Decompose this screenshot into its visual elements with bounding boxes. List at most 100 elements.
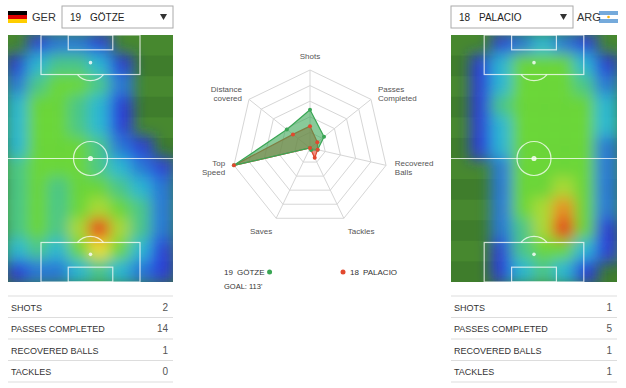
heat-cell <box>451 198 474 223</box>
label-line: Tackles <box>348 227 375 236</box>
player-name: GÖTZE <box>90 12 125 23</box>
radar-category: TopSpeed <box>202 159 226 177</box>
team-code: ARG <box>577 11 601 23</box>
radar-category: Tackles <box>348 227 375 236</box>
goal-box <box>68 267 113 282</box>
player-number: 19 <box>70 12 82 23</box>
radar-point <box>308 146 312 150</box>
legend: 19GÖTZE18PALACIOGOAL: 113' <box>224 268 397 291</box>
radar-point <box>308 108 312 112</box>
penalty-arc <box>521 236 547 242</box>
stat-value: 2 <box>162 302 168 313</box>
stat-value: 14 <box>157 323 169 334</box>
stat-label: TACKLES <box>454 367 494 377</box>
stat-label: RECOVERED BALLS <box>454 346 542 356</box>
legend-name: GÖTZE <box>237 268 265 277</box>
pitch <box>8 35 173 282</box>
table-rule <box>8 317 173 318</box>
label-line: Distance <box>211 85 243 94</box>
stat-value: 1 <box>162 345 168 356</box>
radar-category: PassesCompleted <box>378 85 417 103</box>
flag-sun <box>607 16 610 19</box>
heat-cell <box>574 259 599 282</box>
goal-box <box>512 35 557 50</box>
stat-value: 0 <box>162 366 168 377</box>
stat-value: 5 <box>606 323 612 334</box>
label-line: Shots <box>300 52 320 61</box>
goal-box <box>68 35 113 50</box>
radar-point <box>291 132 295 136</box>
legend-swatch <box>267 270 272 275</box>
radar-spoke <box>310 148 344 218</box>
penalty-arc <box>78 236 104 242</box>
label-line: Balls <box>395 168 412 177</box>
flag-stripe <box>8 15 27 19</box>
player-dropdown[interactable] <box>62 6 173 28</box>
label-line: covered <box>214 94 242 103</box>
heat-cell <box>150 35 173 58</box>
radar-point <box>285 128 289 132</box>
radar-category: Shots <box>300 52 320 61</box>
radar-point <box>315 140 319 144</box>
centre-circle <box>517 142 551 176</box>
stat-label: SHOTS <box>11 303 42 313</box>
player-name: PALACIO <box>479 12 522 23</box>
radar-series <box>232 108 326 168</box>
table-rule <box>451 296 617 297</box>
radar-category: RecoveredBalls <box>395 159 434 177</box>
radar-point <box>308 124 312 128</box>
stat-label: SHOTS <box>454 303 485 313</box>
stat-value: 1 <box>606 366 612 377</box>
heat-cell <box>451 157 474 182</box>
flag-stripe <box>8 19 27 23</box>
penalty-spot <box>532 61 536 65</box>
stat-value: 1 <box>606 345 612 356</box>
radar-point <box>308 146 312 150</box>
radar-point <box>316 148 320 152</box>
pitch <box>451 35 617 282</box>
flag-stripe <box>599 19 618 23</box>
label-line: Completed <box>378 94 417 103</box>
heat-layer <box>451 35 617 282</box>
dropdown-arrow <box>560 14 567 20</box>
stat-value: 1 <box>606 302 612 313</box>
dropdown-arrow <box>160 14 167 20</box>
penalty-box <box>41 242 140 282</box>
label-line: Recovered <box>395 159 434 168</box>
penalty-box <box>484 35 584 75</box>
team-code: GER <box>32 11 56 23</box>
centre-circle <box>74 142 108 176</box>
heat-clip <box>451 35 617 282</box>
radar-grid <box>234 70 386 218</box>
heat-cell <box>451 218 474 243</box>
penalty-arc <box>78 75 104 81</box>
table-rule <box>8 296 173 297</box>
label-line: Speed <box>202 168 225 177</box>
pitch-lines <box>8 35 173 282</box>
penalty-box <box>41 35 140 75</box>
player-dropdown[interactable] <box>451 6 573 28</box>
heat-clip <box>8 35 173 282</box>
radar-point <box>322 135 326 139</box>
heat-cell <box>150 54 173 79</box>
penalty-arc <box>521 75 547 81</box>
legend-number: 19 <box>224 268 233 277</box>
annotation: GOAL: 113' <box>224 282 263 291</box>
table-rule <box>451 339 617 340</box>
radar-spoke <box>310 148 386 165</box>
stats-table: SHOTS2PASSES COMPLETED14RECOVERED BALLS1… <box>8 296 173 382</box>
penalty-spot <box>532 253 536 257</box>
flag-stripe <box>599 15 618 19</box>
heat-layer <box>8 35 173 282</box>
stats-table: SHOTS1PASSES COMPLETED5RECOVERED BALLS1T… <box>451 296 617 382</box>
penalty-spot <box>89 61 93 65</box>
stat-label: RECOVERED BALLS <box>11 346 99 356</box>
label-line: Top <box>212 159 225 168</box>
centre-spot <box>89 157 93 161</box>
label-line: Passes <box>378 85 404 94</box>
penalty-spot <box>89 253 93 257</box>
penalty-box <box>484 242 584 282</box>
radar-category: Distancecovered <box>211 85 243 103</box>
radar-spoke <box>276 148 310 218</box>
table-rule <box>8 360 173 361</box>
